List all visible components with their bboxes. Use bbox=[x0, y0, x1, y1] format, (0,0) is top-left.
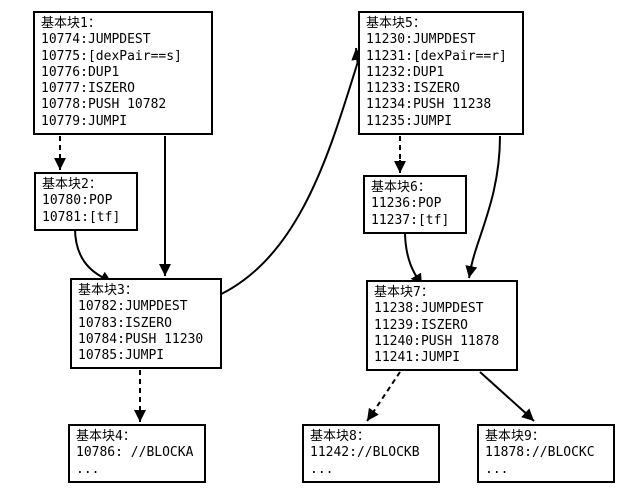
node-b3: 基本块3： 10782:JUMPDEST 10783:ISZERO 10784:… bbox=[70, 278, 222, 369]
arrowhead-b7-b9 bbox=[524, 412, 534, 421]
edge-b7-b8 bbox=[370, 372, 400, 417]
arrowhead-b7-b8 bbox=[367, 410, 374, 421]
node-b2: 基本块2： 10780:POP 10781:[tf] bbox=[34, 172, 138, 231]
node-b8: 基本块8： 11242://BLOCKB ... bbox=[302, 424, 440, 483]
node-b7: 基本块7： 11238:JUMPDEST 11239:ISZERO 11240:… bbox=[366, 280, 518, 371]
node-b5: 基本块5： 11230:JUMPDEST 11231:[dexPair==r] … bbox=[358, 11, 524, 135]
edge-b3-b5 bbox=[208, 55, 360, 300]
edge-b7-b9 bbox=[480, 372, 530, 417]
node-b4: 基本块4： 10786: //BLOCKA ... bbox=[68, 424, 206, 483]
arrowhead-b5-b7 bbox=[469, 265, 472, 278]
edge-b2-b3 bbox=[75, 228, 108, 280]
node-b9: 基本块9： 11878://BLOCKC ... bbox=[477, 424, 615, 483]
node-b6: 基本块6： 11236:POP 11237:[tf] bbox=[363, 175, 467, 234]
edge-b6-b7 bbox=[405, 231, 420, 282]
node-b1: 基本块1： 10774:JUMPDEST 10775:[dexPair==s] … bbox=[33, 11, 213, 135]
edge-b5-b7 bbox=[470, 136, 500, 273]
